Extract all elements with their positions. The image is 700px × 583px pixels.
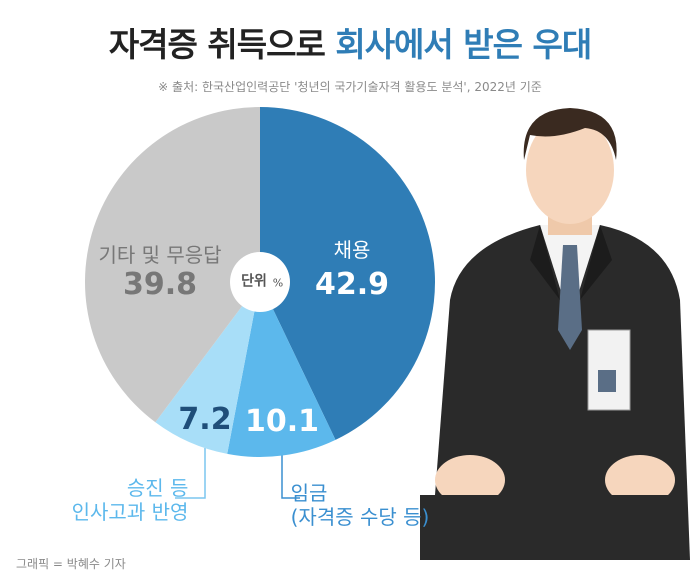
source: ※ 출처: 한국산업인력공단 '청년의 국가기술자격 활용도 분석', 2022… — [158, 80, 542, 94]
value-label: 42.9 — [314, 267, 390, 302]
value-label: 39.8 — [122, 267, 198, 302]
pie-slice — [84, 106, 260, 423]
pie-slice — [227, 282, 336, 458]
value-label: 7.2 — [178, 402, 232, 437]
pie-slice — [260, 107, 436, 440]
leader-lines — [175, 448, 300, 499]
chart-title: 자격증 취득으로 회사에서 받은 우대 — [0, 18, 700, 66]
center-circle — [230, 252, 290, 312]
illustration — [420, 108, 690, 560]
category-label: 채용 — [333, 238, 371, 262]
credit: 그래픽 = 박혜수 기자 — [16, 557, 126, 571]
category-label: 임금 (자격증 수당 등) — [290, 481, 430, 529]
unit-label: 단위 — [241, 273, 267, 290]
title-part: 회사에서 받은 우대 — [335, 25, 592, 64]
title-part: 자격증 취득으로 — [108, 25, 326, 64]
unit: % — [272, 276, 284, 290]
pie-slice — [155, 282, 260, 454]
value-label: 10.1 — [244, 404, 320, 439]
category-label: 기타 및 무응답 — [98, 243, 222, 267]
category-label: 승진 등 인사고과 반영 — [71, 476, 189, 524]
